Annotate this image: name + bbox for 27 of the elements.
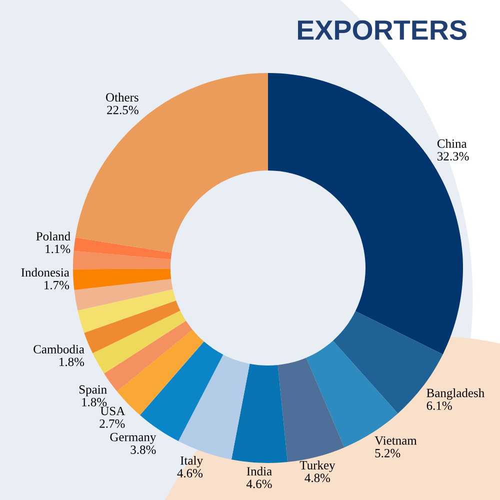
slice-label: Germany (110, 432, 156, 444)
data-label: 1.1% (46, 244, 70, 254)
data-label: 5.2% (375, 448, 400, 458)
data-label: 6.1% (426, 401, 452, 410)
slice-label: Spain (79, 385, 107, 396)
slice-label: Others (106, 92, 138, 102)
data-label: 32.3% (438, 152, 469, 161)
chart-title: EXPORTERS (298, 20, 466, 40)
data-label: 4.6% (177, 469, 203, 478)
slice-label: USA (100, 406, 126, 416)
data-label: 1.8% (82, 398, 107, 406)
data-label: 4.6% (246, 480, 272, 488)
slice-label: Poland (36, 232, 70, 240)
data-label: 4.8% (304, 474, 330, 482)
data-label: 1.7% (44, 280, 70, 290)
slice-label: China (437, 139, 467, 148)
data-label: 1.8% (60, 358, 84, 366)
slice-label: Vietnam (374, 436, 417, 445)
slice-label: Bangladesh (426, 388, 484, 400)
slice-label: Indonesia (21, 268, 70, 277)
slice-label: Italy (180, 456, 203, 468)
slice-label: Cambodia (34, 344, 84, 354)
slice-label: Turkey (300, 460, 336, 472)
data-label: 3.8% (130, 446, 156, 454)
data-label: 2.7% (100, 419, 125, 428)
slice-label: India (246, 466, 272, 476)
data-label: 22.5% (107, 106, 138, 114)
